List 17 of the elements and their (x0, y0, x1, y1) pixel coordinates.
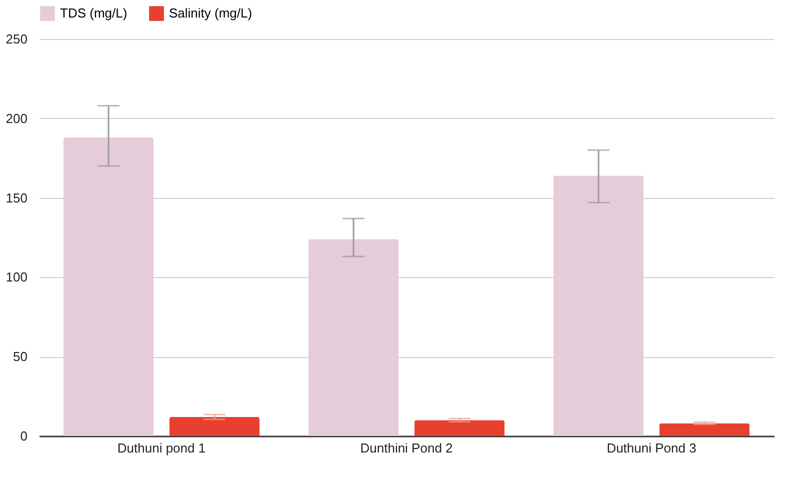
legend-label: Salinity (mg/L) (169, 6, 252, 21)
x-tick-label: Dunthini Pond 2 (360, 440, 453, 456)
y-tick-label: 0 (20, 428, 28, 444)
bar (414, 420, 504, 436)
x-tick-label: Duthuni Pond 3 (606, 440, 696, 456)
y-tick-label: 200 (6, 110, 28, 126)
bar (308, 239, 399, 436)
bar (554, 176, 644, 436)
x-tick-label: Duthuni pond 1 (117, 440, 206, 456)
bar (169, 416, 260, 436)
bar (659, 423, 750, 436)
bar (64, 137, 154, 436)
y-tick-label: 150 (6, 190, 28, 206)
y-tick-label: 100 (6, 270, 28, 285)
legend-label: TDS (mg/L) (60, 6, 128, 21)
y-tick-label: 250 (6, 32, 28, 46)
y-tick-label: 50 (13, 349, 28, 364)
